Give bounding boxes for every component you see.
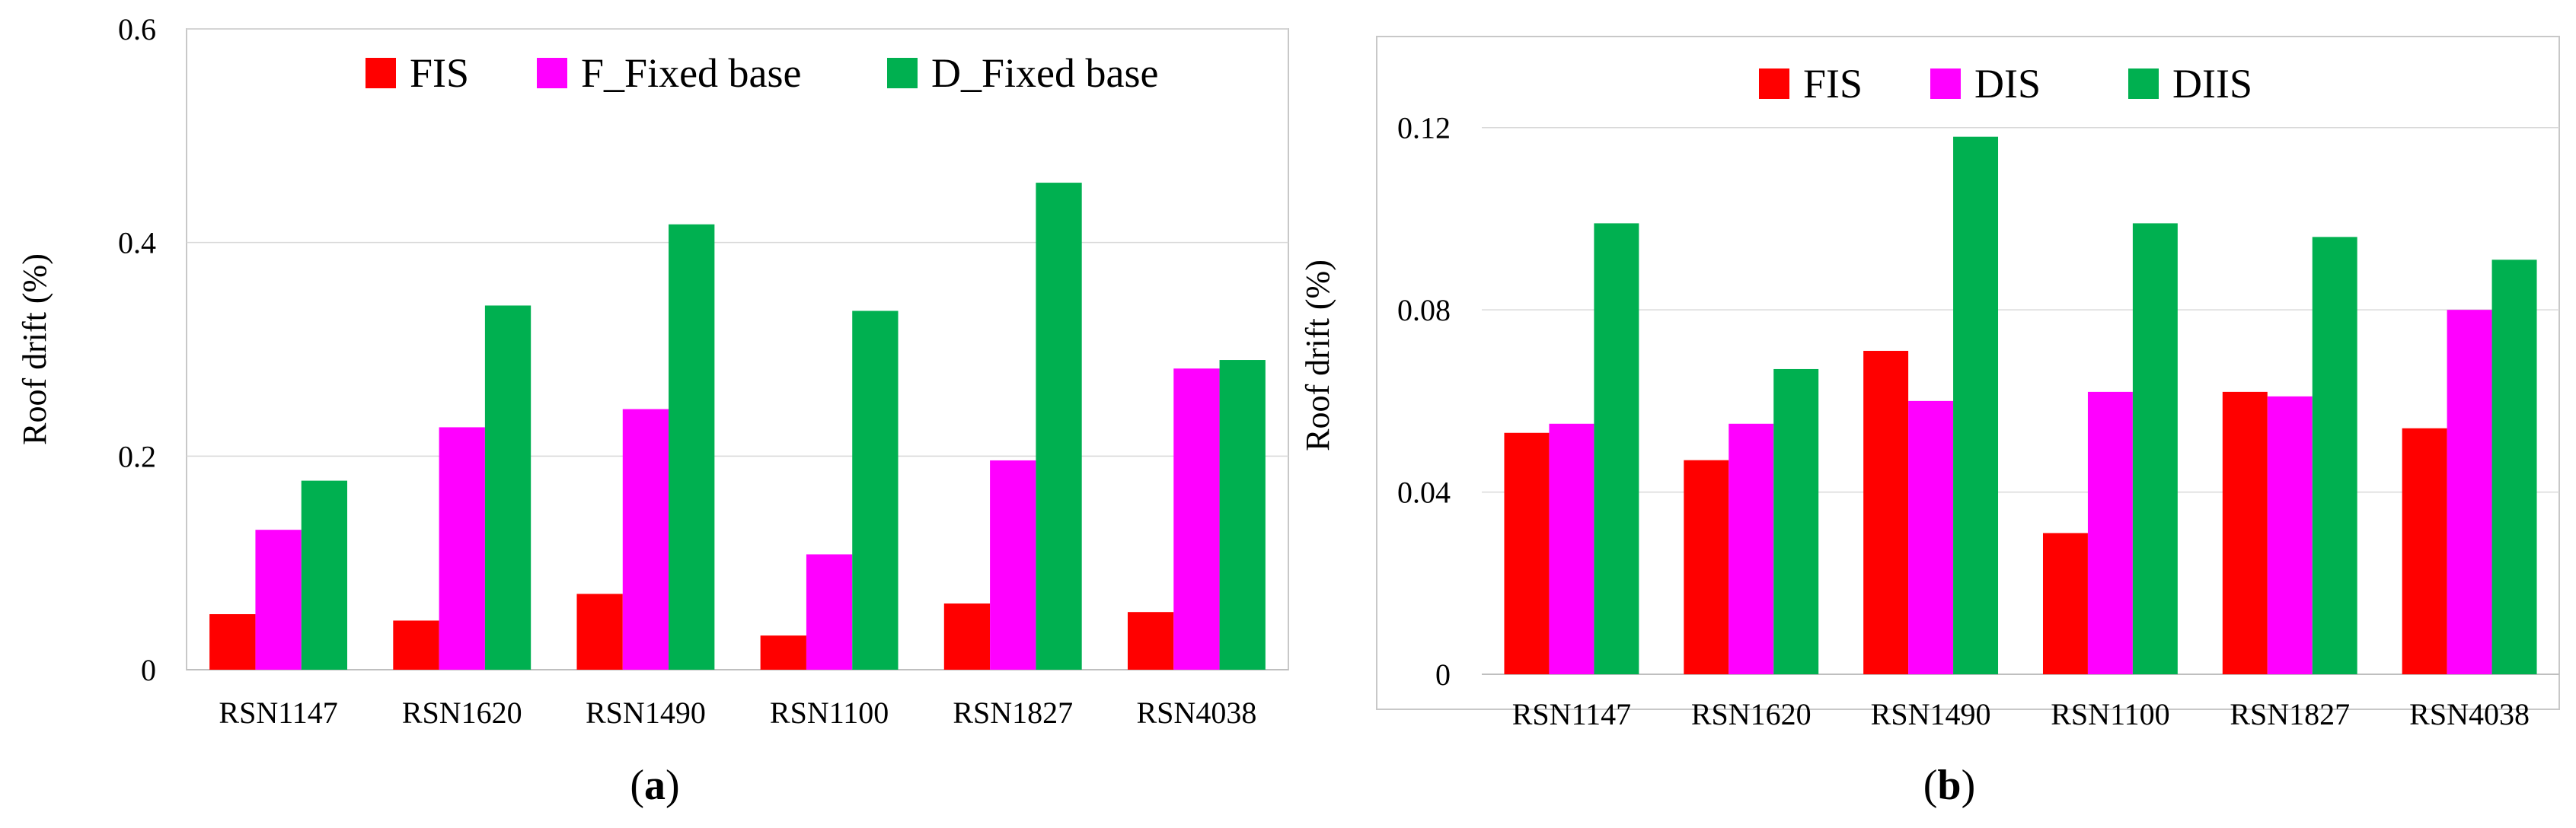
bar-dis-rsn1827	[2267, 396, 2313, 674]
bar-d-fixed-base-rsn1620	[484, 305, 531, 670]
y-tick-label: 0	[141, 653, 156, 687]
bar-fis-rsn1147	[1504, 432, 1550, 674]
legend-swatch-fis	[1759, 68, 1789, 99]
bar-diis-rsn1827	[2312, 237, 2357, 674]
y-tick-label: 0.12	[1397, 111, 1451, 145]
x-tick-label: RSN1620	[1691, 697, 1811, 731]
bar-fis-rsn1147	[209, 614, 256, 670]
x-tick-label: RSN4038	[1137, 696, 1257, 730]
caption-paren: )	[666, 762, 680, 809]
bar-f-fixed-base-rsn1490	[622, 409, 669, 670]
y-tick-label: 0.08	[1397, 293, 1451, 327]
bar-dis-rsn1490	[1908, 400, 1954, 674]
caption-paren: )	[1962, 762, 1976, 809]
bar-dis-rsn4038	[2447, 310, 2492, 674]
legend-label: D_Fixed base	[931, 50, 1158, 96]
caption-paren: (	[630, 762, 644, 809]
bar-fis-rsn1620	[393, 620, 439, 670]
bar-fis-rsn1827	[943, 603, 991, 670]
y-axis-label: Roof drift (%)	[16, 253, 53, 445]
y-tick-label: 0.04	[1397, 476, 1451, 510]
bar-f-fixed-base-rsn1827	[990, 460, 1036, 670]
y-tick-label: 0.2	[118, 439, 156, 473]
x-tick-label: RSN1100	[770, 696, 889, 730]
legend-label: DIIS	[2172, 61, 2252, 107]
bar-f-fixed-base-rsn1620	[439, 427, 485, 670]
bar-d-fixed-base-rsn4038	[1219, 360, 1266, 670]
bar-dis-rsn1620	[1729, 423, 1774, 674]
bar-fis-rsn1827	[2222, 391, 2268, 674]
subfigure-caption: (b)	[1923, 762, 1975, 809]
bar-fis-rsn1620	[1684, 460, 1729, 674]
y-axis-label: Roof drift (%)	[1299, 260, 1336, 451]
x-tick-label: RSN1147	[219, 696, 337, 730]
bar-f-fixed-base-rsn4038	[1173, 368, 1220, 670]
bar-diis-rsn1490	[1953, 136, 1999, 674]
bar-dis-rsn1100	[2087, 391, 2133, 674]
bar-fis-rsn1100	[760, 635, 806, 670]
bar-fis-rsn4038	[1127, 612, 1174, 670]
legend-label: DIS	[1974, 61, 2041, 107]
bar-f-fixed-base-rsn1147	[255, 530, 302, 670]
legend-label: F_Fixed base	[581, 50, 802, 96]
legend-swatch-diis	[2128, 68, 2159, 99]
y-tick-label: 0	[1435, 658, 1451, 692]
bar-dis-rsn1147	[1549, 423, 1594, 674]
chart-frame	[186, 28, 1289, 670]
x-tick-label: RSN1620	[402, 696, 522, 730]
legend-swatch-f-fixed-base	[537, 58, 567, 88]
caption-paren: (	[1923, 762, 1938, 809]
legend-swatch-d-fixed-base	[887, 58, 918, 88]
x-tick-label: RSN4038	[2409, 697, 2530, 731]
bar-diis-rsn1147	[1594, 223, 1639, 674]
bar-diis-rsn4038	[2491, 260, 2537, 674]
bar-f-fixed-base-rsn1100	[806, 554, 853, 670]
legend-swatch-fis	[365, 58, 396, 88]
subfigure-caption: (a)	[630, 762, 679, 809]
bar-fis-rsn1490	[1863, 351, 1909, 674]
legend-label: FIS	[410, 50, 469, 96]
bar-fis-rsn4038	[2402, 428, 2447, 674]
bar-d-fixed-base-rsn1827	[1036, 183, 1082, 670]
legend-label: FIS	[1803, 61, 1863, 107]
chart-b: 0 0.04 0.08 0.12 RSN1147 RSN1620 RSN1490 RSN110…	[1299, 36, 2560, 809]
x-tick-label: RSN1147	[1512, 697, 1631, 731]
bar-fis-rsn1100	[2042, 533, 2088, 674]
caption-letter: a	[644, 762, 666, 809]
bar-diis-rsn1620	[1773, 368, 1819, 674]
bar-d-fixed-base-rsn1100	[852, 310, 899, 670]
x-tick-label: RSN1827	[2230, 697, 2350, 731]
y-tick-label: 0.6	[118, 12, 156, 46]
legend-swatch-dis	[1930, 68, 1961, 99]
bar-d-fixed-base-rsn1147	[301, 480, 348, 670]
chart-a: 0 0.2 0.4 0.6 RSN1147 RSN1620 RSN1490 RSN1100 RS…	[16, 12, 1289, 809]
y-tick-label: 0.4	[118, 226, 156, 260]
bar-d-fixed-base-rsn1490	[669, 224, 715, 670]
x-tick-label: RSN1100	[2051, 697, 2169, 731]
x-tick-label: RSN1490	[586, 696, 706, 730]
x-tick-label: RSN1490	[1871, 697, 1991, 731]
bar-fis-rsn1490	[576, 594, 623, 670]
bar-diis-rsn1100	[2132, 223, 2178, 674]
x-tick-label: RSN1827	[953, 696, 1073, 730]
caption-letter: b	[1937, 762, 1961, 809]
